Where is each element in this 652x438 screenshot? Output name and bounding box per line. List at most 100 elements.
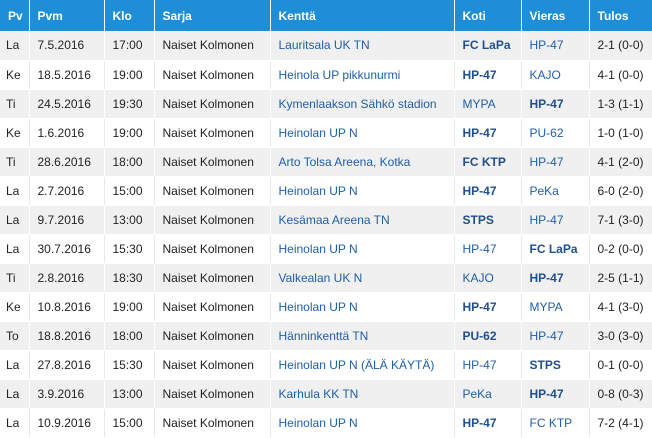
cell-home-team-link[interactable]: HP-47 — [454, 408, 522, 438]
cell-date: 9.7.2016 — [29, 205, 105, 235]
cell-venue-link[interactable]: Heinola UP pikkunurmi — [270, 60, 455, 90]
column-header-sarja[interactable]: Sarja — [154, 0, 271, 31]
cell-time: 19:30 — [104, 89, 155, 119]
cell-time: 18:00 — [104, 321, 155, 351]
cell-away-team-link[interactable]: HP-47 — [521, 89, 590, 119]
cell-date: 18.5.2016 — [29, 60, 105, 90]
cell-home-team-link[interactable]: HP-47 — [454, 60, 522, 90]
cell-away-team-link[interactable]: STPS — [521, 350, 590, 380]
cell-venue-link[interactable]: Arto Tolsa Areena, Kotka — [270, 147, 455, 177]
cell-result: 7-2 (4-1) — [589, 408, 652, 438]
cell-date: 10.9.2016 — [29, 408, 105, 438]
cell-away-team-link[interactable]: FC LaPa — [521, 234, 590, 264]
cell-result: 4-1 (0-0) — [589, 60, 652, 90]
column-header-pvm[interactable]: Pvm — [29, 0, 105, 31]
cell-series: Naiset Kolmonen — [154, 89, 271, 119]
cell-date: 30.7.2016 — [29, 234, 105, 264]
cell-home-team-link[interactable]: PeKa — [454, 379, 522, 409]
cell-weekday: La — [0, 350, 30, 380]
cell-result: 0-8 (0-3) — [589, 379, 652, 409]
cell-result: 0-2 (0-0) — [589, 234, 652, 264]
cell-venue-link[interactable]: Karhula KK TN — [270, 379, 455, 409]
cell-venue-link[interactable]: Heinolan UP N — [270, 234, 455, 264]
header-row: Pv Pvm Klo Sarja Kenttä Koti Vieras Tulo… — [0, 0, 652, 31]
column-header-vieras[interactable]: Vieras — [521, 0, 590, 31]
cell-venue-link[interactable]: Heinolan UP N — [270, 118, 455, 148]
cell-date: 1.6.2016 — [29, 118, 105, 148]
cell-venue-link[interactable]: Kymenlaakson Sähkö stadion — [270, 89, 455, 119]
cell-venue-link[interactable]: Valkealan UK N — [270, 263, 455, 293]
cell-time: 19:00 — [104, 292, 155, 322]
cell-date: 2.8.2016 — [29, 263, 105, 293]
cell-home-team-link[interactable]: FC KTP — [454, 147, 522, 177]
column-header-koti[interactable]: Koti — [454, 0, 522, 31]
cell-venue-link[interactable]: Heinolan UP N — [270, 408, 455, 438]
cell-away-team-link[interactable]: FC KTP — [521, 408, 590, 438]
cell-time: 15:00 — [104, 408, 155, 438]
column-header-tulos[interactable]: Tulos — [589, 0, 652, 31]
table-row: La 27.8.2016 15:30 Naiset Kolmonen Heinolan … — [0, 350, 652, 380]
column-header-klo[interactable]: Klo — [104, 0, 155, 31]
cell-away-team-link[interactable]: HP-47 — [521, 205, 590, 235]
cell-weekday: La — [0, 408, 30, 438]
table-row: La 30.7.2016 15:30 Naiset Kolmonen Heinolan … — [0, 234, 652, 264]
cell-home-team-link[interactable]: PU-62 — [454, 321, 522, 351]
cell-result: 6-0 (2-0) — [589, 176, 652, 206]
cell-result: 0-1 (0-0) — [589, 350, 652, 380]
cell-away-team-link[interactable]: KAJO — [521, 60, 590, 90]
cell-time: 17:00 — [104, 31, 155, 61]
cell-away-team-link[interactable]: MYPA — [521, 292, 590, 322]
cell-home-team-link[interactable]: HP-47 — [454, 118, 522, 148]
cell-time: 18:00 — [104, 147, 155, 177]
table-row: La 3.9.2016 13:00 Naiset Kolmonen Karhula KK… — [0, 379, 652, 409]
cell-away-team-link[interactable]: PU-62 — [521, 118, 590, 148]
cell-series: Naiset Kolmonen — [154, 205, 271, 235]
cell-venue-link[interactable]: Heinolan UP N — [270, 292, 455, 322]
table-row: Ke 1.6.2016 19:00 Naiset Kolmonen Heinolan U… — [0, 118, 652, 148]
cell-away-team-link[interactable]: HP-47 — [521, 31, 590, 61]
cell-date: 24.5.2016 — [29, 89, 105, 119]
cell-time: 13:00 — [104, 205, 155, 235]
cell-time: 19:00 — [104, 118, 155, 148]
cell-series: Naiset Kolmonen — [154, 379, 271, 409]
cell-venue-link[interactable]: Lauritsala UK TN — [270, 31, 455, 61]
cell-weekday: La — [0, 176, 30, 206]
cell-time: 15:30 — [104, 234, 155, 264]
table-row: Ti 2.8.2016 18:30 Naiset Kolmonen Valkealan … — [0, 263, 652, 293]
cell-home-team-link[interactable]: HP-47 — [454, 176, 522, 206]
cell-date: 10.8.2016 — [29, 292, 105, 322]
cell-venue-link[interactable]: Hänninkenttä TN — [270, 321, 455, 351]
cell-home-team-link[interactable]: KAJO — [454, 263, 522, 293]
cell-away-team-link[interactable]: HP-47 — [521, 147, 590, 177]
cell-date: 28.6.2016 — [29, 147, 105, 177]
cell-away-team-link[interactable]: HP-47 — [521, 379, 590, 409]
cell-series: Naiset Kolmonen — [154, 118, 271, 148]
cell-venue-link[interactable]: Kesämaa Areena TN — [270, 205, 455, 235]
cell-home-team-link[interactable]: MYPA — [454, 89, 522, 119]
cell-venue-link[interactable]: Heinolan UP N (ÄLÄ KÄYTÄ) — [270, 350, 455, 380]
table-row: To 18.8.2016 18:00 Naiset Kolmonen Hänninken… — [0, 321, 652, 351]
cell-home-team-link[interactable]: HP-47 — [454, 234, 522, 264]
cell-series: Naiset Kolmonen — [154, 350, 271, 380]
cell-away-team-link[interactable]: HP-47 — [521, 321, 590, 351]
cell-date: 3.9.2016 — [29, 379, 105, 409]
column-header-kentta[interactable]: Kenttä — [270, 0, 455, 31]
cell-home-team-link[interactable]: HP-47 — [454, 350, 522, 380]
cell-weekday: Ke — [0, 292, 30, 322]
cell-home-team-link[interactable]: FC LaPa — [454, 31, 522, 61]
cell-weekday: Ke — [0, 118, 30, 148]
cell-away-team-link[interactable]: HP-47 — [521, 263, 590, 293]
cell-date: 2.7.2016 — [29, 176, 105, 206]
table-body: La 7.5.2016 17:00 Naiset Kolmonen Lauritsala… — [0, 31, 652, 438]
cell-home-team-link[interactable]: HP-47 — [454, 292, 522, 322]
cell-series: Naiset Kolmonen — [154, 321, 271, 351]
cell-series: Naiset Kolmonen — [154, 234, 271, 264]
table-row: Ke 18.5.2016 19:00 Naiset Kolmonen Heinola U… — [0, 60, 652, 90]
cell-away-team-link[interactable]: PeKa — [521, 176, 590, 206]
cell-home-team-link[interactable]: STPS — [454, 205, 522, 235]
cell-result: 2-5 (1-1) — [589, 263, 652, 293]
cell-venue-link[interactable]: Heinolan UP N — [270, 176, 455, 206]
column-header-pv[interactable]: Pv — [0, 0, 30, 31]
cell-result: 7-1 (3-0) — [589, 205, 652, 235]
